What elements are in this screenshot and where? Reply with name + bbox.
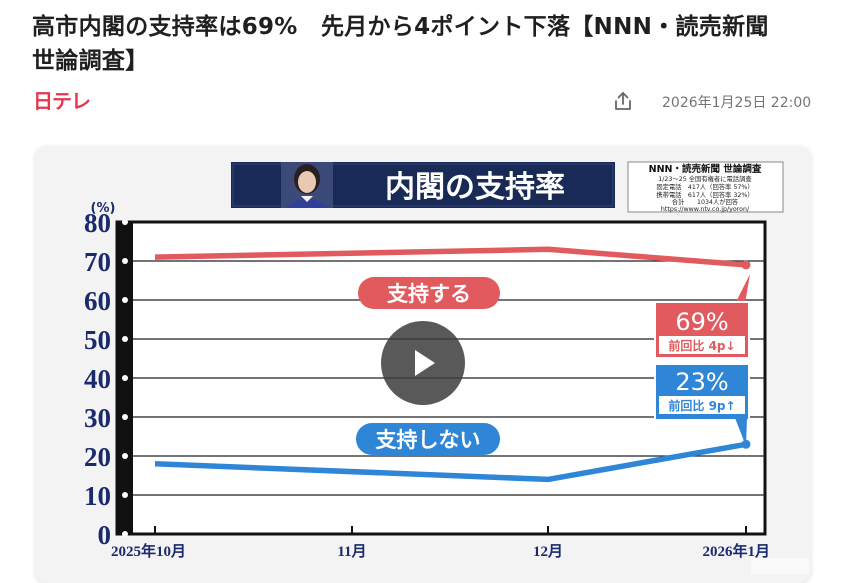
x-axis: 2025年10月 11月 12月 2026年1月 (111, 526, 770, 560)
x-tick-label: 2026年1月 (702, 542, 770, 560)
y-tick-mark (122, 297, 128, 303)
nonsupport-callout-value: 23% (675, 368, 728, 396)
banner-title: 内閣の支持率 (385, 170, 565, 205)
y-tick-label: 10 (84, 481, 111, 511)
y-tick-mark (122, 375, 128, 381)
survey-line: 合計 1034人が回答 (672, 197, 739, 206)
survey-line: 固定電話 417人（回答率 57%） (656, 182, 753, 191)
y-axis: 0 10 20 30 40 50 60 70 80 (84, 208, 765, 550)
y-unit-label: (%) (91, 201, 116, 216)
article-headline: 高市内閣の支持率は69% 先月から4ポイント下落【NNN・読売新聞 世論調査】 (32, 14, 793, 74)
title-banner: 内閣の支持率 (231, 162, 615, 208)
y-tick-mark (122, 219, 128, 225)
y-tick-mark (122, 531, 128, 537)
y-tick-mark (122, 492, 128, 498)
x-tick-label: 12月 (533, 543, 563, 560)
publish-date: 2026年1月25日 22:00 (662, 95, 812, 111)
support-callout: 69% 前回比 4p↓ (654, 274, 750, 359)
x-tick-label: 11月 (337, 543, 366, 560)
y-tick-label: 80 (84, 208, 111, 238)
survey-line: 携帯電話 617人（回答率 32%） (656, 190, 753, 199)
y-tick-label: 70 (84, 247, 111, 277)
video-card[interactable]: 内閣の支持率 NNN・読売新聞 世論調査 1/23～25 全国有権者に電話調査 … (35, 146, 811, 583)
survey-line: 1/23～25 全国有権者に電話調査 (658, 174, 752, 183)
y-tick-label: 20 (84, 442, 111, 472)
y-tick-mark (122, 453, 128, 459)
y-tick-label: 60 (84, 286, 111, 316)
survey-url: https://www.ntv.co.jp/yoron/ (661, 206, 750, 213)
watermark (751, 558, 809, 574)
series-lines (154, 246, 751, 483)
share-icon[interactable] (612, 90, 634, 112)
support-callout-delta: 前回比 4p↓ (668, 338, 735, 353)
nonsupport-callout-delta: 前回比 9p↑ (668, 398, 735, 413)
y-tick-label: 40 (84, 364, 111, 394)
support-label-pill: 支持する (358, 277, 500, 309)
video-frame[interactable]: 内閣の支持率 NNN・読売新聞 世論調査 1/23～25 全国有権者に電話調査 … (35, 146, 811, 583)
series-line (154, 246, 747, 268)
survey-title: NNN・読売新聞 世論調査 (649, 163, 762, 175)
survey-info-box: NNN・読売新聞 世論調査 1/23～25 全国有権者に電話調査 固定電話 41… (627, 161, 784, 213)
play-button[interactable] (381, 321, 465, 405)
support-label: 支持する (387, 282, 471, 306)
play-icon (415, 350, 435, 376)
series-line (154, 441, 747, 483)
series-end-point (741, 260, 751, 270)
y-tick-label: 50 (84, 325, 111, 355)
support-callout-value: 69% (675, 308, 728, 336)
y-tick-label: 30 (84, 403, 111, 433)
nonsupport-callout: 23% 前回比 9p↑ (654, 363, 750, 446)
ntv-logo-text: 日テレ (33, 91, 90, 113)
y-tick-label: 0 (98, 520, 112, 550)
x-tick-label: 2025年10月 (111, 542, 186, 560)
nonsupport-label-pill: 支持しない (356, 423, 500, 455)
ntv-logo[interactable]: 日テレ (33, 86, 93, 114)
y-tick-mark (122, 336, 128, 342)
y-tick-mark (122, 414, 128, 420)
prime-minister-photo (281, 162, 333, 208)
y-tick-mark (122, 258, 128, 264)
nonsupport-label: 支持しない (376, 428, 481, 452)
